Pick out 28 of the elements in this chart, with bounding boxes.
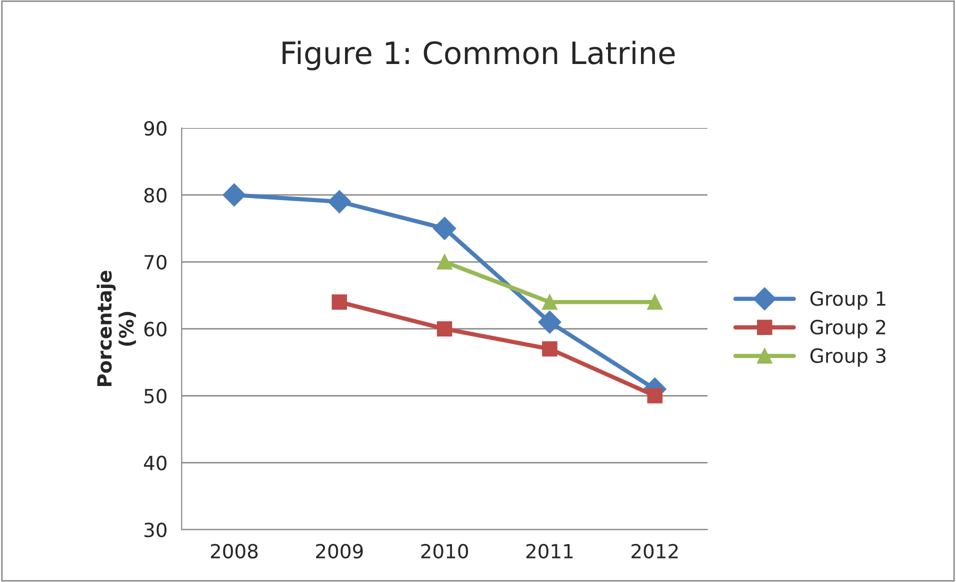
y-tick-label: 90 (144, 120, 166, 136)
y-tick-label: 30 (144, 522, 166, 538)
point (436, 321, 452, 336)
y-axis-title: Porcentaje (%) (96, 270, 136, 386)
y-tick-label: 40 (144, 456, 166, 470)
x-tick-label: 2010 (421, 544, 468, 559)
legend-label: Group 2 (810, 320, 886, 338)
point (433, 216, 456, 240)
x-tick-label: 2012 (632, 544, 678, 559)
point (647, 388, 662, 404)
point (538, 310, 562, 334)
legend-label: Group 3 (810, 348, 886, 367)
x-tick-label: 2009 (316, 544, 363, 559)
point (328, 190, 351, 214)
y-tick-label: 70 (144, 254, 166, 270)
point (436, 254, 452, 270)
y-tick-label: 50 (144, 388, 166, 404)
point (542, 294, 558, 310)
point (647, 294, 662, 310)
point (542, 341, 558, 357)
chart-title: Figure 1: Common Latrine (282, 40, 675, 70)
legend-label: Group 1 (810, 291, 886, 310)
y-tick-label: 80 (144, 188, 166, 203)
y-tick-label: 60 (144, 322, 166, 336)
point (332, 294, 348, 310)
point (222, 183, 246, 206)
x-tick-label: 2008 (210, 544, 258, 559)
x-tick-label: 2011 (526, 544, 573, 559)
